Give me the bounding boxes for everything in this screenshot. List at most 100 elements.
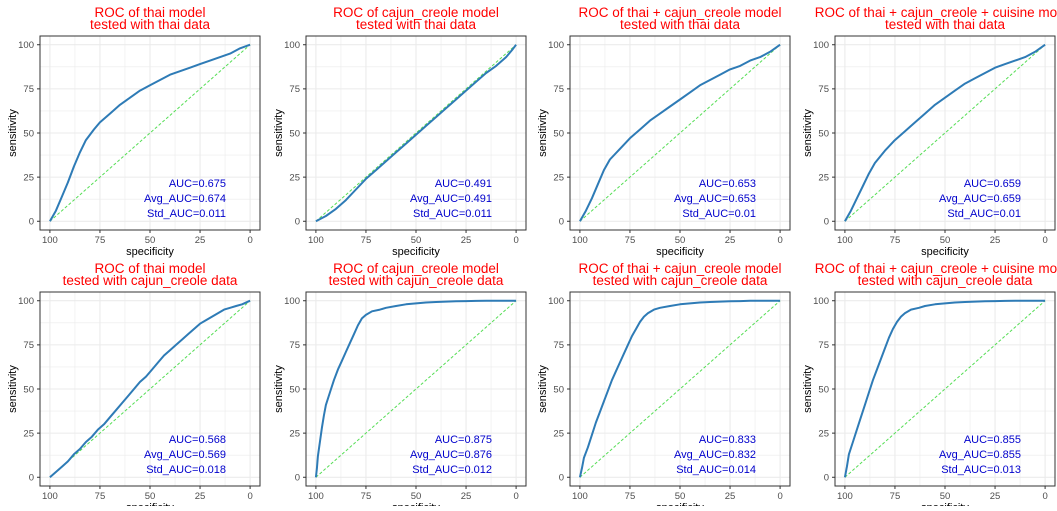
y-tick-label: 0 [824, 217, 829, 228]
auc-annotation: Std_AUC=0.013 [941, 464, 1021, 476]
y-axis-label: sensitivity [802, 365, 814, 413]
x-axis-label: specificity [126, 246, 174, 258]
auc-annotation: Avg_AUC=0.832 [674, 449, 756, 461]
x-tick-label: 75 [361, 491, 372, 502]
y-tick-label: 75 [23, 84, 34, 95]
y-tick-label: 100 [284, 296, 300, 307]
x-tick-label: 25 [195, 235, 206, 246]
auc-annotation: Std_AUC=0.011 [147, 208, 226, 220]
y-tick-label: 100 [548, 296, 564, 307]
x-tick-label: 25 [990, 491, 1001, 502]
diagonal-reference-line [49, 300, 251, 478]
x-tick-label: 100 [308, 235, 324, 246]
x-tick-label: 0 [247, 491, 252, 502]
auc-annotation: AUC=0.568 [169, 434, 226, 446]
chart-title: ROC of thai + cajun_creole + cuisine mod… [815, 261, 1057, 276]
auc-annotation: Std_AUC=0.01 [682, 208, 756, 220]
roc-curve-line [49, 299, 251, 479]
chart-subtitle: tested with thai data [90, 17, 211, 32]
x-tick-label: 0 [777, 491, 782, 502]
chart-subtitle: tested with thai data [356, 17, 477, 32]
y-tick-label: 25 [289, 428, 300, 439]
y-tick-label: 50 [23, 384, 34, 395]
x-tick-label: 100 [308, 491, 324, 502]
y-tick-label: 100 [548, 40, 564, 51]
y-tick-label: 100 [18, 40, 34, 51]
x-tick-label: 0 [777, 235, 782, 246]
x-tick-label: 50 [411, 491, 422, 502]
auc-annotation: Std_AUC=0.012 [412, 464, 492, 476]
y-axis-label: sensitivity [7, 365, 19, 413]
chart-title: ROC of thai + cajun_creole model [579, 261, 782, 276]
x-axis-label: specificity [656, 502, 704, 506]
chart-subtitle: tested with cajun_creole data [63, 273, 238, 288]
y-axis-label: sensitivity [273, 109, 285, 157]
x-tick-label: 100 [572, 491, 588, 502]
x-tick-label: 25 [725, 235, 736, 246]
x-tick-label: 0 [247, 235, 252, 246]
y-tick-label: 100 [813, 296, 829, 307]
y-tick-label: 25 [23, 172, 34, 183]
x-axis-label: specificity [392, 246, 440, 258]
y-tick-label: 100 [813, 40, 829, 51]
y-tick-label: 50 [818, 384, 829, 395]
chart-title: ROC of cajun_creole model [333, 5, 499, 20]
x-tick-label: 100 [42, 491, 58, 502]
x-tick-label: 100 [42, 235, 58, 246]
diagonal-reference-line [315, 300, 517, 478]
y-tick-label: 75 [818, 340, 829, 351]
x-axis-label: specificity [126, 502, 174, 506]
diagonal-reference-line [844, 44, 1046, 222]
y-tick-label: 0 [295, 217, 300, 228]
x-axis-label: specificity [921, 502, 969, 506]
x-tick-label: 100 [837, 235, 853, 246]
diagonal-reference-line [579, 44, 781, 222]
x-axis-label: specificity [656, 246, 704, 258]
x-tick-label: 50 [675, 235, 686, 246]
x-tick-label: 0 [513, 491, 518, 502]
chart-subtitle: tested with thai data [620, 17, 741, 32]
x-tick-label: 50 [940, 491, 951, 502]
y-tick-label: 50 [553, 384, 564, 395]
auc-annotation: Std_AUC=0.014 [676, 464, 756, 476]
x-axis-label: specificity [392, 502, 440, 506]
y-tick-label: 25 [818, 428, 829, 439]
x-tick-label: 50 [145, 235, 156, 246]
x-tick-label: 75 [361, 235, 372, 246]
x-tick-label: 100 [572, 235, 588, 246]
y-axis-label: sensitivity [273, 365, 285, 413]
y-tick-label: 0 [824, 473, 829, 484]
x-tick-label: 50 [145, 491, 156, 502]
y-tick-label: 50 [23, 128, 34, 139]
auc-annotation: Std_AUC=0.011 [413, 208, 492, 220]
auc-annotation: AUC=0.855 [964, 434, 1021, 446]
x-tick-label: 25 [461, 491, 472, 502]
x-tick-label: 0 [1042, 235, 1047, 246]
auc-annotation: AUC=0.653 [699, 178, 756, 190]
y-tick-label: 50 [289, 384, 300, 395]
chart-title: ROC of thai + cajun_creole model [579, 5, 782, 20]
auc-annotation: Avg_AUC=0.855 [939, 449, 1021, 461]
auc-annotation: Avg_AUC=0.876 [410, 449, 492, 461]
y-tick-label: 75 [23, 340, 34, 351]
x-tick-label: 25 [725, 491, 736, 502]
x-tick-label: 0 [1042, 491, 1047, 502]
y-axis-label: sensitivity [537, 109, 549, 157]
chart-panel-8: ROC of thai + cajun_creole + cuisine mod… [802, 261, 1057, 511]
x-tick-label: 25 [990, 235, 1001, 246]
chart-subtitle: tested with cajun_creole data [329, 273, 504, 288]
auc-annotation: AUC=0.659 [964, 178, 1021, 190]
y-tick-label: 0 [29, 217, 34, 228]
chart-title: ROC of cajun_creole model [333, 261, 499, 276]
chart-panel-4: ROC of thai + cajun_creole + cuisine mod… [802, 5, 1057, 258]
chart-subtitle: tested with cajun_creole data [858, 273, 1033, 288]
diagonal-reference-line [49, 44, 251, 222]
roc-curve-line [579, 43, 781, 222]
diagonal-reference-line [315, 44, 517, 222]
diagonal-reference-line [579, 300, 781, 478]
